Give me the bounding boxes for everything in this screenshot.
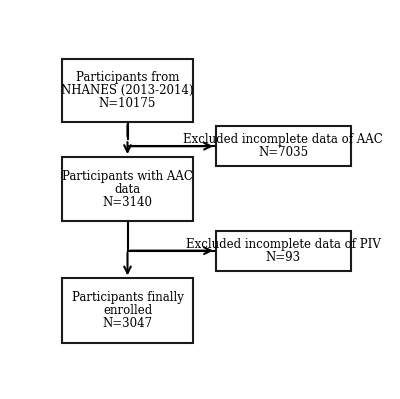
FancyBboxPatch shape (62, 157, 193, 221)
Text: Participants from: Participants from (76, 71, 179, 84)
Text: Participants with AAC: Participants with AAC (62, 170, 193, 183)
Text: N=10175: N=10175 (99, 97, 156, 110)
Text: N=93: N=93 (266, 251, 301, 264)
Text: Participants finally: Participants finally (72, 291, 184, 304)
Text: N=7035: N=7035 (258, 146, 308, 159)
Text: Excluded incomplete data of PIV: Excluded incomplete data of PIV (186, 238, 381, 251)
FancyBboxPatch shape (216, 126, 351, 166)
Text: N=3047: N=3047 (102, 317, 152, 330)
FancyBboxPatch shape (216, 231, 351, 271)
Text: enrolled: enrolled (103, 304, 152, 317)
Text: data: data (114, 183, 140, 196)
Text: NHANES (2013-2014): NHANES (2013-2014) (61, 84, 194, 97)
Text: Excluded incomplete data of AAC: Excluded incomplete data of AAC (183, 133, 383, 146)
FancyBboxPatch shape (62, 59, 193, 122)
Text: N=3140: N=3140 (102, 196, 152, 209)
FancyBboxPatch shape (62, 279, 193, 343)
